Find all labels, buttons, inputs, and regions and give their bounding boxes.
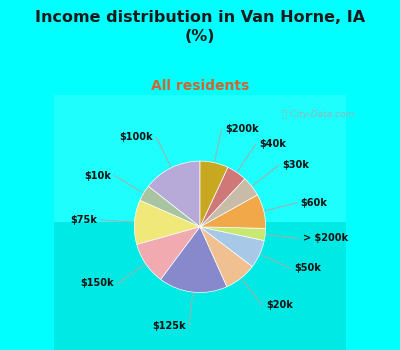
Wedge shape [200,167,245,227]
Text: $10k: $10k [84,170,111,181]
Text: $40k: $40k [260,139,286,149]
Text: Income distribution in Van Horne, IA
(%): Income distribution in Van Horne, IA (%) [35,10,365,44]
Text: $100k: $100k [119,132,153,142]
Wedge shape [200,227,252,287]
Wedge shape [161,227,227,293]
Text: $60k: $60k [300,198,328,208]
Wedge shape [200,161,228,227]
Wedge shape [140,186,200,227]
Text: $30k: $30k [282,160,309,170]
Wedge shape [148,161,200,227]
Wedge shape [200,195,266,228]
Text: All residents: All residents [151,79,249,93]
Text: $20k: $20k [266,300,293,310]
Wedge shape [134,200,200,245]
Text: > $200k: > $200k [303,233,348,244]
Wedge shape [200,227,266,240]
Text: $50k: $50k [294,264,321,273]
Text: $200k: $200k [225,124,259,134]
Wedge shape [200,179,258,227]
Wedge shape [137,227,200,280]
Text: $75k: $75k [70,215,97,225]
Text: $125k: $125k [152,321,186,331]
Wedge shape [200,227,264,266]
Text: $150k: $150k [80,278,114,288]
Text: ⓘ City-Data.com: ⓘ City-Data.com [282,110,355,119]
